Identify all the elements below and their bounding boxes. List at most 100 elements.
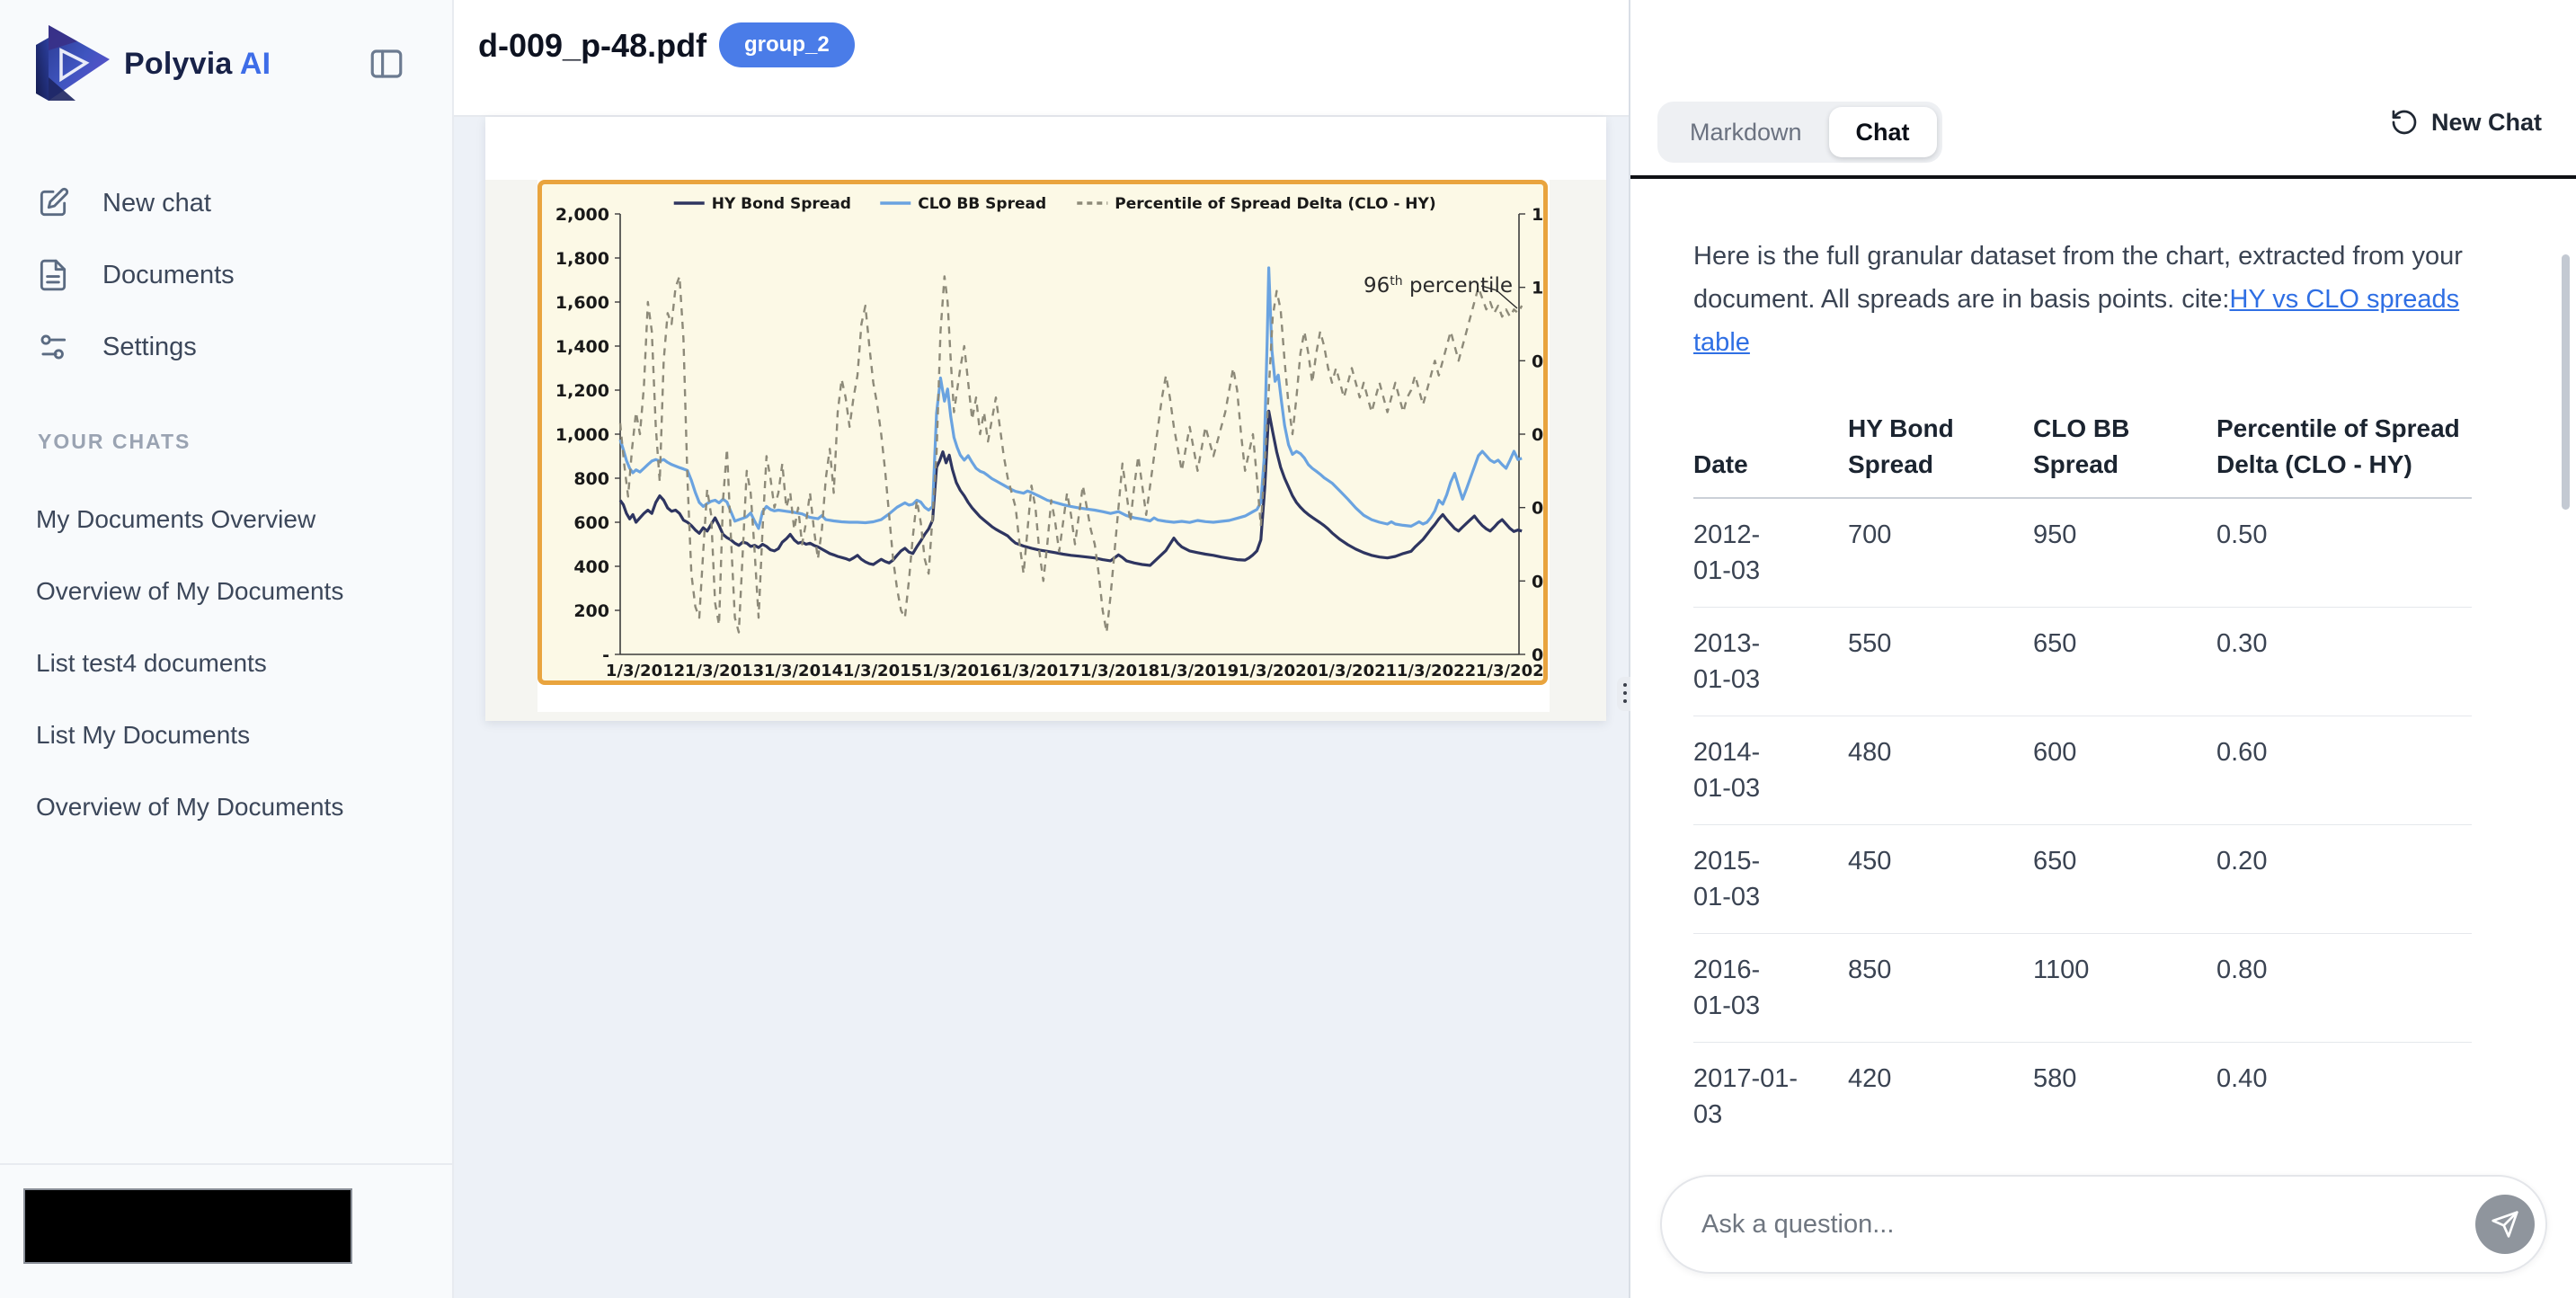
tab-chat[interactable]: Chat bbox=[1828, 107, 1937, 157]
svg-text:1/3/2016: 1/3/2016 bbox=[922, 662, 1001, 680]
table-row: 2017-01- 03 420 580 0.40 bbox=[1693, 1042, 2472, 1134]
table-cell: 550 bbox=[1848, 628, 1892, 658]
redacted-account-area bbox=[23, 1188, 352, 1264]
table-cell: 420 bbox=[1848, 1063, 1892, 1093]
svg-text:1/3/2023: 1/3/2023 bbox=[1476, 662, 1543, 680]
svg-text:1,800: 1,800 bbox=[555, 249, 609, 269]
table-cell: 0.40 bbox=[2216, 1063, 2268, 1093]
assistant-message: Here is the full granular dataset from t… bbox=[1693, 235, 2472, 364]
svg-text:1,400: 1,400 bbox=[555, 337, 609, 357]
table-cell: 1100 bbox=[2033, 955, 2090, 984]
svg-text:0.4: 0.4 bbox=[1532, 499, 1543, 519]
sidebar-item-label: New chat bbox=[102, 188, 211, 218]
table-row: 2014- 01-03 480 600 0.60 bbox=[1693, 716, 2472, 824]
svg-text:1/3/2012: 1/3/2012 bbox=[606, 662, 685, 680]
tabbar-bottom-border bbox=[1630, 175, 2576, 179]
table-cell: 0.60 bbox=[2216, 737, 2268, 767]
view-tabs: Markdown Chat bbox=[1657, 102, 1942, 163]
svg-text:0.8: 0.8 bbox=[1532, 351, 1543, 371]
svg-text:2,000: 2,000 bbox=[555, 205, 609, 225]
table-cell: 950 bbox=[2033, 520, 2077, 549]
svg-text:1/3/2020: 1/3/2020 bbox=[1239, 662, 1318, 680]
send-icon bbox=[2492, 1211, 2518, 1238]
table-header-cell: Percentile of Spread Delta (CLO - HY) bbox=[2216, 414, 2460, 478]
logo-wordmark: Polyvia AI bbox=[124, 47, 271, 82]
question-input[interactable] bbox=[1660, 1175, 2547, 1274]
table-row: 2013- 01-03 550 650 0.30 bbox=[1693, 607, 2472, 716]
chat-scrollbar-thumb[interactable] bbox=[2562, 254, 2570, 510]
new-chat-button[interactable]: New Chat bbox=[2390, 108, 2542, 137]
sidebar-item-new-chat[interactable]: New chat bbox=[0, 167, 452, 239]
logo-name: Polyvia bbox=[124, 47, 233, 81]
svg-text:1/3/2013: 1/3/2013 bbox=[685, 662, 764, 680]
send-button[interactable] bbox=[2475, 1195, 2535, 1254]
table-cell: 0.80 bbox=[2216, 955, 2268, 984]
new-chat-icon bbox=[40, 187, 69, 217]
table-cell: 450 bbox=[1848, 846, 1892, 876]
table-row: 2012- 01-03 700 950 0.50 bbox=[1693, 498, 2472, 607]
chat-history-item[interactable]: Overview of My Documents bbox=[36, 577, 344, 605]
sidebar-item-documents[interactable]: Documents bbox=[0, 239, 452, 311]
svg-text:0: 0 bbox=[1532, 645, 1543, 665]
svg-text:-: - bbox=[602, 645, 609, 665]
svg-text:800: 800 bbox=[573, 469, 609, 489]
document-icon bbox=[40, 259, 67, 291]
table-header-cell: CLO BB Spread bbox=[2033, 414, 2130, 478]
sidebar-nav: New chat Documents Settings bbox=[0, 167, 452, 383]
svg-text:1/3/2021: 1/3/2021 bbox=[1318, 662, 1397, 680]
table-row: 2016- 01-03 850 1100 0.80 bbox=[1693, 933, 2472, 1042]
svg-text:1/3/2018: 1/3/2018 bbox=[1080, 662, 1159, 680]
your-chats-heading: YOUR CHATS bbox=[38, 430, 191, 453]
spreads-data-table: Date HY Bond Spread CLO BB Spread Percentil… bbox=[1693, 411, 2472, 1134]
pdf-viewer: 2,000 1,800 1,600 1,400 1,200 1,000 800 600 400 2… bbox=[454, 117, 1629, 1298]
table-cell: 650 bbox=[2033, 628, 2077, 658]
highlighted-chart-region: 2,000 1,800 1,600 1,400 1,200 1,000 800 600 400 2… bbox=[537, 180, 1548, 685]
table-cell: 600 bbox=[2033, 737, 2077, 767]
citation-link[interactable]: HY vs CLO spreads table bbox=[1693, 285, 2460, 357]
table-cell: 2012- 01-03 bbox=[1693, 520, 1761, 585]
table-header-cell: Date bbox=[1693, 450, 1748, 478]
svg-text:1,600: 1,600 bbox=[555, 293, 609, 313]
table-cell: 650 bbox=[2033, 846, 2077, 876]
panel-divider bbox=[1629, 0, 1630, 1298]
chat-input-row bbox=[1630, 1151, 2576, 1298]
chat-history-item[interactable]: List test4 documents bbox=[36, 649, 267, 677]
logo-row: Polyvia AI bbox=[0, 0, 452, 135]
table-cell: 0.50 bbox=[2216, 520, 2268, 549]
new-chat-label: New Chat bbox=[2430, 108, 2542, 136]
table-cell: 2016- 01-03 bbox=[1693, 955, 1761, 1020]
svg-text:0.6: 0.6 bbox=[1532, 425, 1543, 445]
table-cell: 2014- 01-03 bbox=[1693, 737, 1761, 803]
restart-icon bbox=[2392, 110, 2417, 135]
table-cell: 0.30 bbox=[2216, 628, 2268, 658]
table-cell: 850 bbox=[1848, 955, 1892, 984]
chat-panel: Markdown Chat New Chat Here is the full … bbox=[1630, 0, 2576, 1298]
table-cell: 480 bbox=[1848, 737, 1892, 767]
svg-text:96th percentile: 96th percentile bbox=[1364, 274, 1513, 298]
sidebar-item-settings[interactable]: Settings bbox=[0, 311, 452, 383]
svg-text:Percentile of Spread Delta (CL: Percentile of Spread Delta (CLO - HY) bbox=[1115, 195, 1435, 213]
sidebar-item-label: Settings bbox=[102, 332, 197, 361]
table-row: 2015- 01-03 450 650 0.20 bbox=[1693, 824, 2472, 933]
chat-history-item[interactable]: List My Documents bbox=[36, 721, 251, 749]
svg-text:1/3/2019: 1/3/2019 bbox=[1159, 662, 1239, 680]
svg-text:CLO BB Spread: CLO BB Spread bbox=[918, 195, 1046, 213]
svg-text:0.2: 0.2 bbox=[1532, 572, 1543, 591]
sidebar-collapse-button[interactable] bbox=[364, 41, 409, 86]
svg-text:1/3/2022: 1/3/2022 bbox=[1397, 662, 1476, 680]
logo-suffix: AI bbox=[239, 47, 271, 81]
table-cell: 2013- 01-03 bbox=[1693, 628, 1761, 694]
topbar-divider bbox=[454, 115, 1629, 117]
svg-text:1,000: 1,000 bbox=[555, 425, 609, 445]
sidebar-footer-divider bbox=[0, 1163, 452, 1165]
svg-text:1/3/2014: 1/3/2014 bbox=[764, 662, 843, 680]
svg-text:400: 400 bbox=[573, 557, 609, 577]
table-cell: 0.20 bbox=[2216, 846, 2268, 876]
chat-history-item[interactable]: Overview of My Documents bbox=[36, 793, 344, 821]
svg-text:HY Bond Spread: HY Bond Spread bbox=[712, 195, 851, 213]
spread-chart: 2,000 1,800 1,600 1,400 1,200 1,000 800 600 400 2… bbox=[555, 195, 1543, 680]
chat-history-item[interactable]: My Documents Overview bbox=[36, 505, 316, 533]
table-header-cell: HY Bond Spread bbox=[1848, 414, 1954, 478]
tab-markdown[interactable]: Markdown bbox=[1690, 118, 1802, 146]
